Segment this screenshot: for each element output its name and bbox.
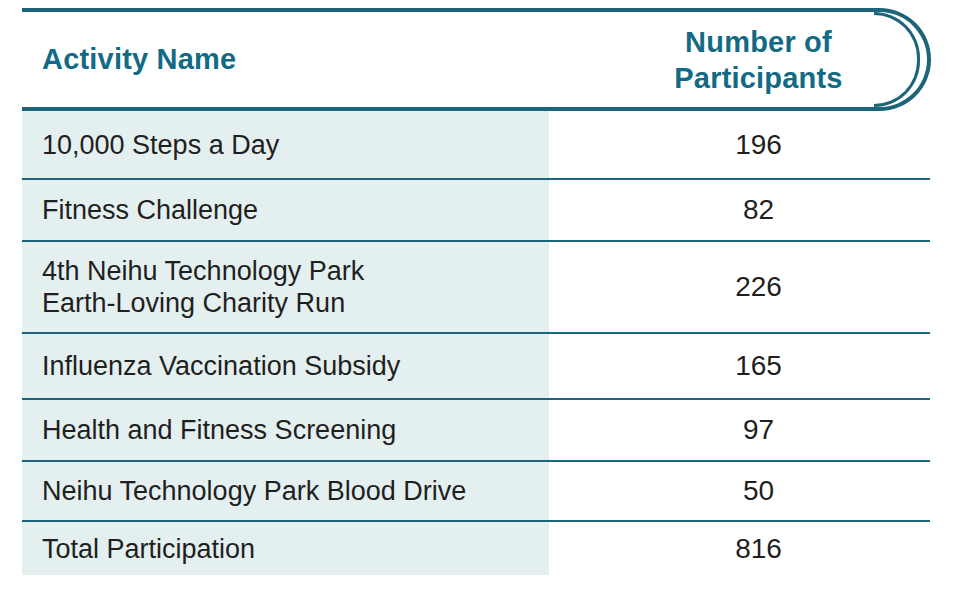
participants-cell: 816: [549, 522, 930, 575]
table-row: Total Participation 816: [22, 520, 930, 575]
activity-name-cell: Total Participation: [22, 522, 549, 575]
table-row: Influenza Vaccination Subsidy 165: [22, 332, 930, 398]
table-header: Activity Name Number of Participants: [22, 8, 930, 111]
activity-name-cell: Neihu Technology Park Blood Drive: [22, 462, 549, 520]
participants-cell: 50: [549, 462, 930, 520]
column-header-participants: Number of Participants: [549, 24, 930, 96]
participants-cell: 165: [549, 334, 930, 398]
participation-table-figure: Activity Name Number of Participants 10,…: [0, 0, 966, 590]
column-header-activity-name: Activity Name: [22, 43, 549, 76]
participants-cell: 226: [549, 242, 930, 332]
activity-name-cell: Fitness Challenge: [22, 180, 549, 240]
table-row: Fitness Challenge 82: [22, 178, 930, 240]
table-row: 10,000 Steps a Day 196: [22, 111, 930, 178]
table-row: Health and Fitness Screening 97: [22, 398, 930, 460]
participants-cell: 196: [549, 111, 930, 178]
participants-cell: 82: [549, 180, 930, 240]
activity-name-cell: Influenza Vaccination Subsidy: [22, 334, 549, 398]
table-body: 10,000 Steps a Day 196 Fitness Challenge…: [22, 111, 930, 575]
table-row: 4th Neihu Technology Park Earth-Loving C…: [22, 240, 930, 332]
activity-name-cell: 4th Neihu Technology Park Earth-Loving C…: [22, 242, 549, 332]
activity-name-cell: 10,000 Steps a Day: [22, 111, 549, 178]
participants-cell: 97: [549, 400, 930, 460]
table-row: Neihu Technology Park Blood Drive 50: [22, 460, 930, 520]
activity-name-cell: Health and Fitness Screening: [22, 400, 549, 460]
